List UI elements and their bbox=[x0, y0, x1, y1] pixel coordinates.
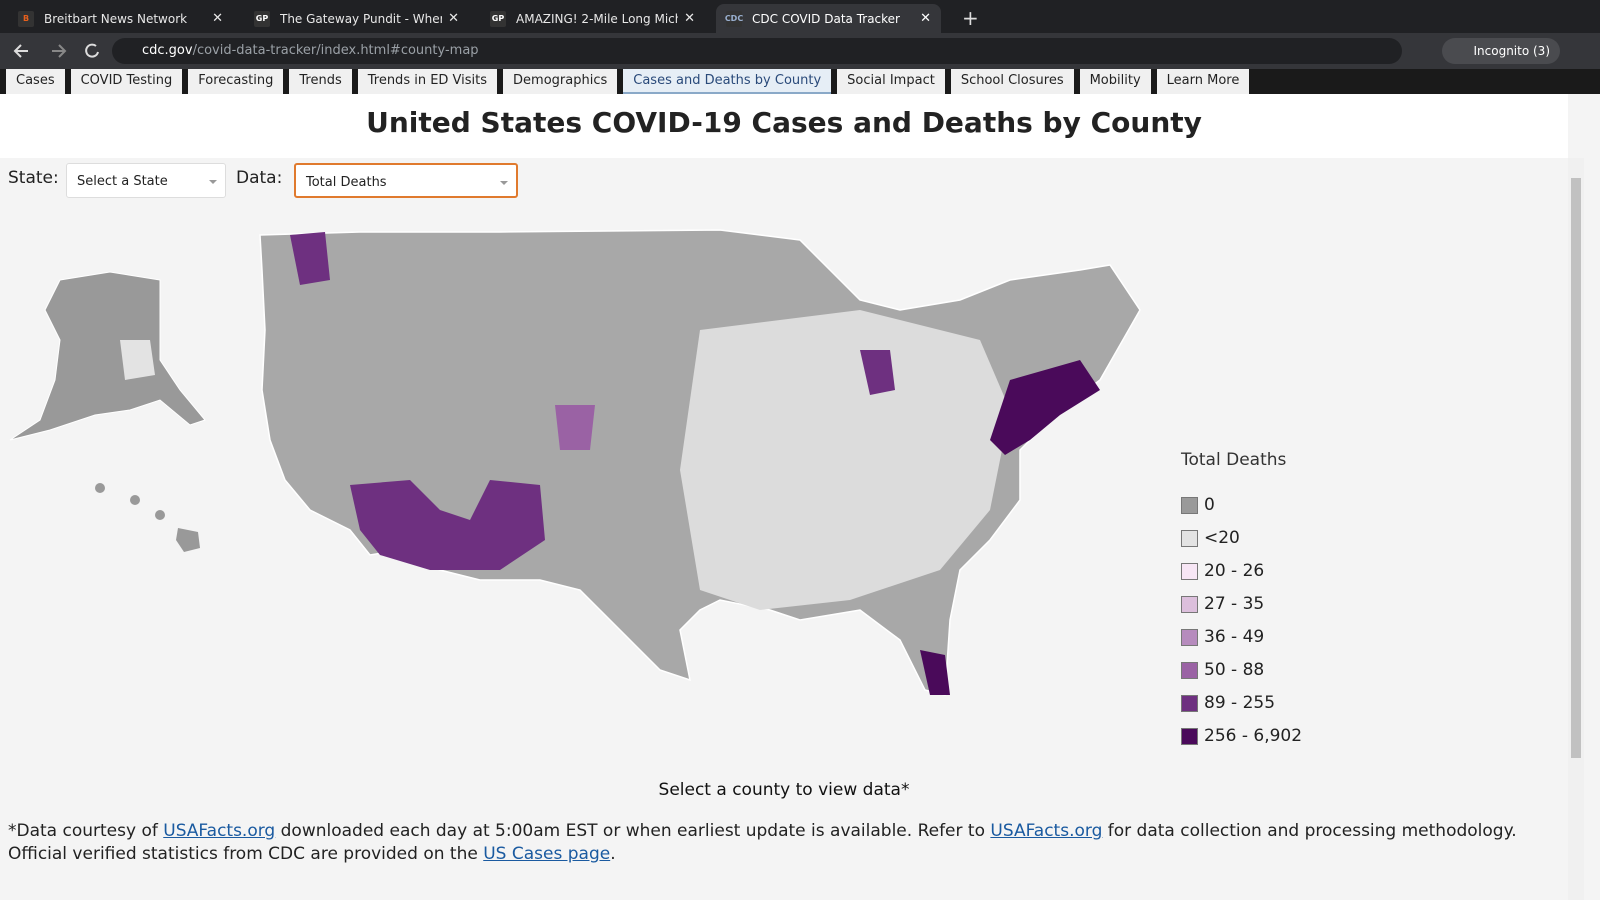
legend-swatch bbox=[1181, 628, 1198, 646]
nav-item[interactable]: Cases bbox=[6, 69, 65, 94]
northeast-hotspot[interactable] bbox=[990, 360, 1100, 455]
legend-swatch bbox=[1181, 694, 1198, 712]
footnote-link[interactable]: USAFacts.org bbox=[990, 821, 1103, 841]
tab-icon: CDC bbox=[725, 10, 743, 27]
hawaii[interactable] bbox=[95, 483, 105, 493]
legend-swatch bbox=[1181, 595, 1198, 613]
legend-item: 256 - 6,902 bbox=[1181, 726, 1302, 746]
county-map[interactable] bbox=[0, 210, 1160, 710]
nav-menu: Cases COVID Testing Forecasting Trends Trend… bbox=[0, 69, 1600, 94]
url-host: cdc.gov bbox=[142, 43, 193, 58]
legend-item: 27 - 35 bbox=[1181, 594, 1264, 614]
browser-tab[interactable]: CDC CDC COVID Data Tracker ✕ bbox=[716, 4, 941, 33]
legend-label: 89 - 255 bbox=[1204, 693, 1276, 713]
nav-item[interactable]: Learn More bbox=[1156, 69, 1250, 94]
footnote: *Data courtesy of USAFacts.org downloade… bbox=[8, 820, 1528, 866]
nav-item[interactable]: Mobility bbox=[1079, 69, 1151, 94]
legend-swatch bbox=[1181, 661, 1198, 679]
legend-swatch bbox=[1181, 529, 1198, 547]
colorado-hotspot[interactable] bbox=[555, 405, 595, 450]
tab-close[interactable]: ✕ bbox=[212, 11, 223, 26]
address-bar: cdc.gov/covid-data-tracker/index.html#co… bbox=[0, 33, 1600, 69]
footnote-link[interactable]: US Cases page bbox=[483, 844, 611, 864]
hawaii[interactable] bbox=[176, 528, 200, 552]
tab-close[interactable]: ✕ bbox=[448, 11, 459, 26]
map-prompt: Select a county to view data* bbox=[658, 780, 910, 800]
nav-buttons[interactable] bbox=[8, 33, 108, 69]
legend-label: 50 - 88 bbox=[1204, 660, 1265, 680]
tab-close[interactable]: ✕ bbox=[684, 11, 695, 26]
header: United States COVID-19 Cases and Deaths … bbox=[0, 94, 1568, 158]
tab-icon: GP bbox=[490, 10, 506, 27]
nav-item[interactable]: COVID Testing bbox=[70, 69, 183, 94]
east-region[interactable] bbox=[680, 310, 1010, 610]
tab-title: The Gateway Pundit - Where Hope bbox=[280, 11, 442, 26]
tab-title: Breitbart News Network bbox=[44, 11, 188, 26]
tab-title: AMAZING! 2-Mile Long Michigan bbox=[516, 11, 678, 26]
page-title: United States COVID-19 Cases and Deaths … bbox=[366, 106, 1202, 139]
legend-label: <20 bbox=[1204, 528, 1240, 548]
alaska[interactable] bbox=[9, 271, 206, 441]
legend-title: Total Deaths bbox=[1181, 450, 1287, 470]
legend-swatch bbox=[1181, 727, 1198, 745]
legend-item: 50 - 88 bbox=[1181, 660, 1264, 680]
data-label: Data: bbox=[236, 168, 283, 188]
nav-item[interactable]: Cases and Deaths by County bbox=[623, 69, 832, 94]
legend-label: 256 - 6,902 bbox=[1204, 726, 1303, 746]
legend-label: 0 bbox=[1204, 495, 1215, 515]
legend-swatch bbox=[1181, 496, 1198, 514]
michigan-hotspot[interactable] bbox=[860, 350, 895, 395]
nav-item[interactable]: School Closures bbox=[950, 69, 1074, 94]
profile-button[interactable]: Incognito (3) bbox=[1441, 38, 1560, 64]
tab-bar: B Breitbart News Network ✕ GP The Gateway Pu… bbox=[0, 0, 1600, 33]
new-tab[interactable]: + bbox=[962, 6, 979, 30]
legend-item: 0 bbox=[1181, 495, 1215, 515]
footnote-link[interactable]: USAFacts.org bbox=[163, 821, 276, 841]
legend-item: 89 - 255 bbox=[1181, 693, 1275, 713]
southwest-hotspot[interactable] bbox=[350, 480, 545, 570]
data-select[interactable]: Total Deaths bbox=[294, 163, 518, 198]
scrollbar-thumb[interactable] bbox=[1571, 178, 1581, 758]
hawaii[interactable] bbox=[130, 495, 140, 505]
tab-title: CDC COVID Data Tracker bbox=[752, 11, 900, 26]
state-label: State: bbox=[8, 168, 59, 188]
legend-label: 20 - 26 bbox=[1204, 561, 1265, 581]
state-select[interactable]: Select a State bbox=[66, 163, 226, 198]
browser-tab[interactable]: B Breitbart News Network ✕ bbox=[8, 4, 233, 33]
tab-icon: GP bbox=[254, 10, 270, 27]
tab-close[interactable]: ✕ bbox=[920, 11, 931, 26]
nav-item[interactable]: Demographics bbox=[503, 69, 618, 94]
browser-tab[interactable]: GP The Gateway Pundit - Where Hope ✕ bbox=[244, 4, 469, 33]
hawaii[interactable] bbox=[155, 510, 165, 520]
nav-item[interactable]: Forecasting bbox=[188, 69, 284, 94]
legend-item: 36 - 49 bbox=[1181, 627, 1264, 647]
legend-item: 20 - 26 bbox=[1181, 561, 1264, 581]
footnote-text: . bbox=[610, 844, 616, 864]
legend-swatch bbox=[1181, 562, 1198, 580]
url-path: /covid-data-tracker/index.html#county-ma… bbox=[192, 43, 479, 58]
footnote-text: *Data courtesy of bbox=[8, 821, 164, 841]
nav-item[interactable]: Trends bbox=[289, 69, 352, 94]
legend-label: 36 - 49 bbox=[1204, 627, 1265, 647]
tab-icon: B bbox=[18, 10, 34, 27]
washington-hotspot[interactable] bbox=[290, 232, 330, 285]
legend-label: 27 - 35 bbox=[1204, 594, 1265, 614]
alaska-light[interactable] bbox=[120, 340, 155, 380]
legend-item: <20 bbox=[1181, 528, 1240, 548]
url-field[interactable]: cdc.gov/covid-data-tracker/index.html#co… bbox=[112, 38, 1402, 64]
footnote-text: downloaded each day at 5:00am EST or whe… bbox=[275, 821, 991, 841]
nav-item[interactable]: Trends in ED Visits bbox=[357, 69, 498, 94]
nav-item[interactable]: Social Impact bbox=[837, 69, 945, 94]
scrollbar[interactable] bbox=[1568, 158, 1584, 900]
browser-tab[interactable]: GP AMAZING! 2-Mile Long Michigan ✕ bbox=[480, 4, 705, 33]
florida-hotspot[interactable] bbox=[920, 650, 950, 695]
footnote-text: for data collection and processing metho… bbox=[8, 821, 1517, 864]
